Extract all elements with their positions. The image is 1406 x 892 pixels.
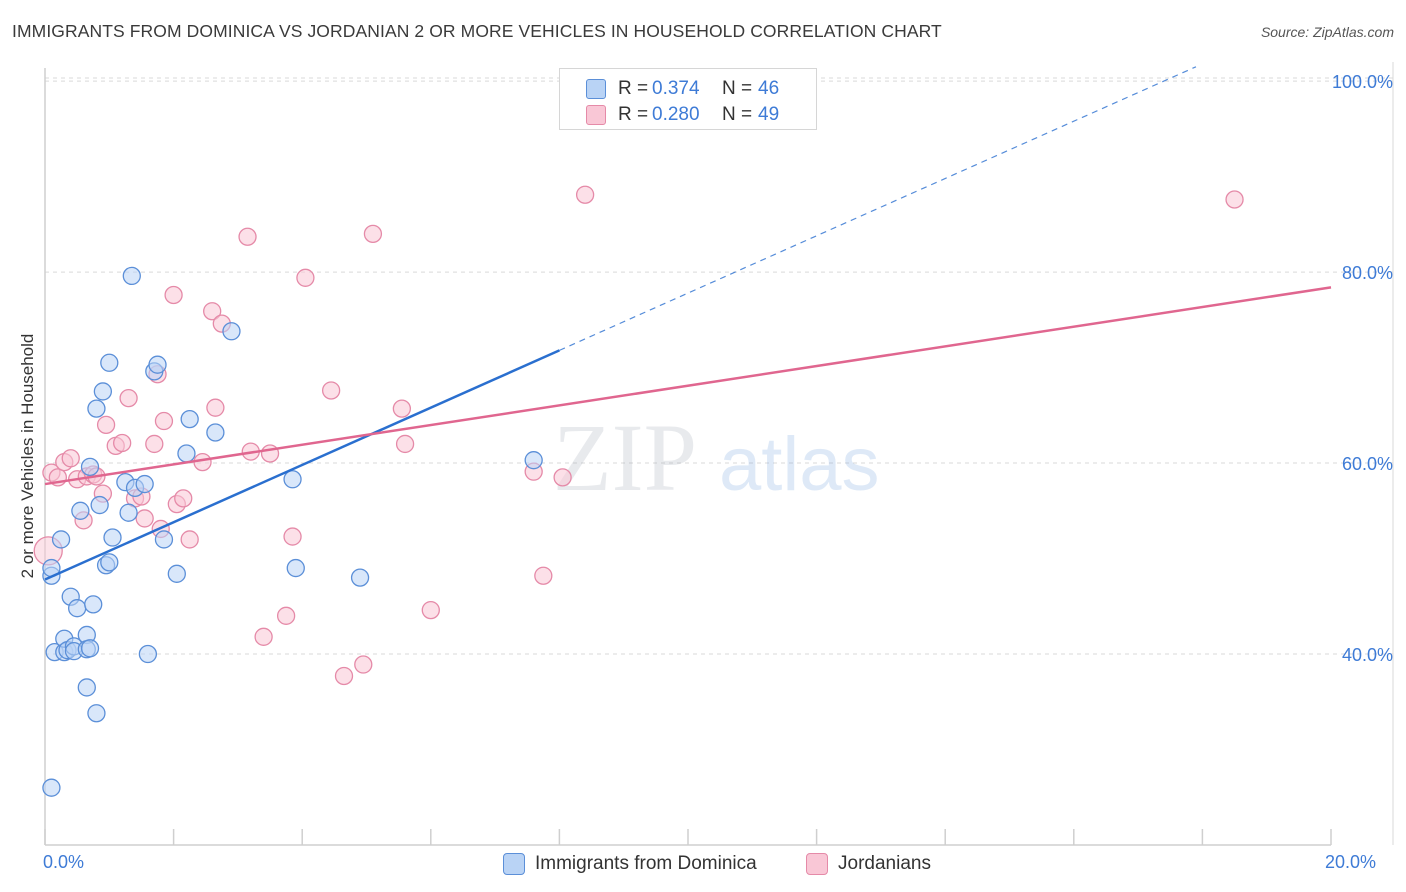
- jordanian-point: [174, 489, 193, 508]
- dominica-point: [283, 470, 302, 489]
- jordanian-point: [164, 285, 183, 305]
- dominica-point: [93, 382, 113, 401]
- dominica-point: [87, 399, 106, 418]
- jordanian-point: [254, 627, 273, 646]
- dominica-point: [71, 501, 90, 520]
- pink-swatch: [806, 853, 828, 875]
- dominica-point: [286, 558, 305, 578]
- stats-row-dominica: R = 0.374 N = 46: [586, 78, 779, 100]
- y-tick-label: 100.0%: [1332, 72, 1393, 92]
- jordanian-point: [395, 434, 415, 454]
- jordanian-point: [321, 381, 341, 400]
- trend-lines: [44, 66, 1332, 581]
- blue-swatch: [586, 79, 606, 99]
- y-tick-labels: 40.0% 60.0% 80.0% 100.0%: [1332, 72, 1393, 665]
- jordanian-point: [145, 434, 164, 454]
- n-value: 46: [758, 78, 780, 99]
- dominica-trend-line: [44, 349, 560, 581]
- jordanian-point: [553, 468, 572, 487]
- legend-item-dominica[interactable]: Immigrants from Dominica: [503, 850, 757, 878]
- dominica-point: [135, 474, 154, 494]
- jordanian-point: [238, 227, 257, 246]
- dominica-point: [154, 530, 174, 549]
- legend-item-jordanians[interactable]: Jordanians: [806, 850, 931, 878]
- pink-swatch: [586, 105, 606, 125]
- jordanian-point: [354, 655, 373, 674]
- jordanian-point: [276, 606, 296, 625]
- dominica-point: [90, 495, 109, 515]
- jordanian-point: [296, 268, 315, 287]
- jordanian-point: [421, 600, 440, 620]
- r-label: R =: [618, 104, 649, 125]
- jordanian-point: [534, 566, 553, 585]
- dominica-point: [100, 353, 119, 372]
- dominica-point: [68, 599, 87, 618]
- n-label: N =: [722, 104, 753, 125]
- dominica-point: [84, 595, 103, 614]
- jordanian-point: [334, 666, 354, 686]
- jordanian-point: [113, 433, 132, 453]
- jordanian-point: [119, 388, 138, 408]
- x-tick-label-min: 0.0%: [43, 852, 85, 872]
- dominica-point: [222, 322, 241, 341]
- jordanian-point: [203, 302, 222, 321]
- y-tick-label: 80.0%: [1342, 263, 1393, 283]
- jordanian-point: [392, 399, 412, 418]
- x-tick-label-max: 20.0%: [1325, 852, 1377, 872]
- jordanian-point: [206, 398, 225, 417]
- dominica-point: [524, 451, 543, 470]
- y-tick-label: 40.0%: [1342, 645, 1393, 665]
- stats-legend: R = 0.374 N = 46 R = 0.280 N = 49: [559, 68, 817, 130]
- y-axis-label: 2 or more Vehicles in Household: [18, 333, 37, 579]
- source-credit: Source: ZipAtlas.com: [1260, 24, 1394, 40]
- series-legend: Immigrants from Dominica Jordanians: [0, 850, 1406, 880]
- legend-label: Jordanians: [838, 853, 931, 874]
- dominica-point: [122, 266, 141, 286]
- dominica-point: [177, 444, 196, 463]
- jordanian-point: [363, 224, 383, 244]
- watermark-zip: ZIP: [553, 404, 697, 511]
- dominica-point: [100, 553, 119, 572]
- n-value: 49: [758, 104, 780, 125]
- dominica-points: [42, 266, 543, 797]
- jordanian-point: [135, 509, 154, 528]
- axes: [44, 68, 1332, 846]
- dominica-point: [42, 778, 61, 797]
- dominica-point: [87, 704, 106, 723]
- dominica-point: [51, 530, 71, 549]
- jordanians-trend-line: [44, 286, 1332, 486]
- r-value: 0.280: [652, 104, 700, 125]
- r-value: 0.374: [652, 78, 700, 99]
- jordanians-points: [33, 185, 1244, 686]
- jordanian-point: [61, 449, 80, 468]
- r-label: R =: [618, 78, 649, 99]
- dominica-point: [350, 568, 370, 587]
- jordanian-point: [1225, 190, 1244, 209]
- dominica-point: [119, 503, 138, 522]
- watermark: ZIP atlas: [553, 404, 880, 511]
- y-tick-label: 60.0%: [1342, 454, 1393, 474]
- dominica-point: [167, 564, 186, 583]
- jordanian-point: [154, 411, 174, 431]
- n-label: N =: [722, 78, 753, 99]
- dominica-point: [180, 409, 199, 429]
- jordanian-point: [575, 185, 595, 204]
- watermark-atlas: atlas: [719, 422, 880, 507]
- stats-row-jordanians: R = 0.280 N = 49: [586, 104, 779, 126]
- legend-label: Immigrants from Dominica: [535, 853, 757, 874]
- dominica-point: [148, 355, 167, 374]
- grid-lines: [45, 62, 1394, 845]
- dominica-point: [206, 423, 225, 442]
- dominica-point: [80, 457, 100, 477]
- dominica-point: [138, 644, 158, 664]
- jordanian-point: [283, 527, 302, 546]
- dominica-point: [77, 678, 96, 697]
- dominica-point: [103, 528, 122, 547]
- blue-swatch: [503, 853, 525, 875]
- jordanian-point: [96, 415, 116, 435]
- jordanian-point: [180, 530, 199, 549]
- dominica-point: [80, 639, 100, 658]
- chart-title: IMMIGRANTS FROM DOMINICA VS JORDANIAN 2 …: [12, 21, 942, 41]
